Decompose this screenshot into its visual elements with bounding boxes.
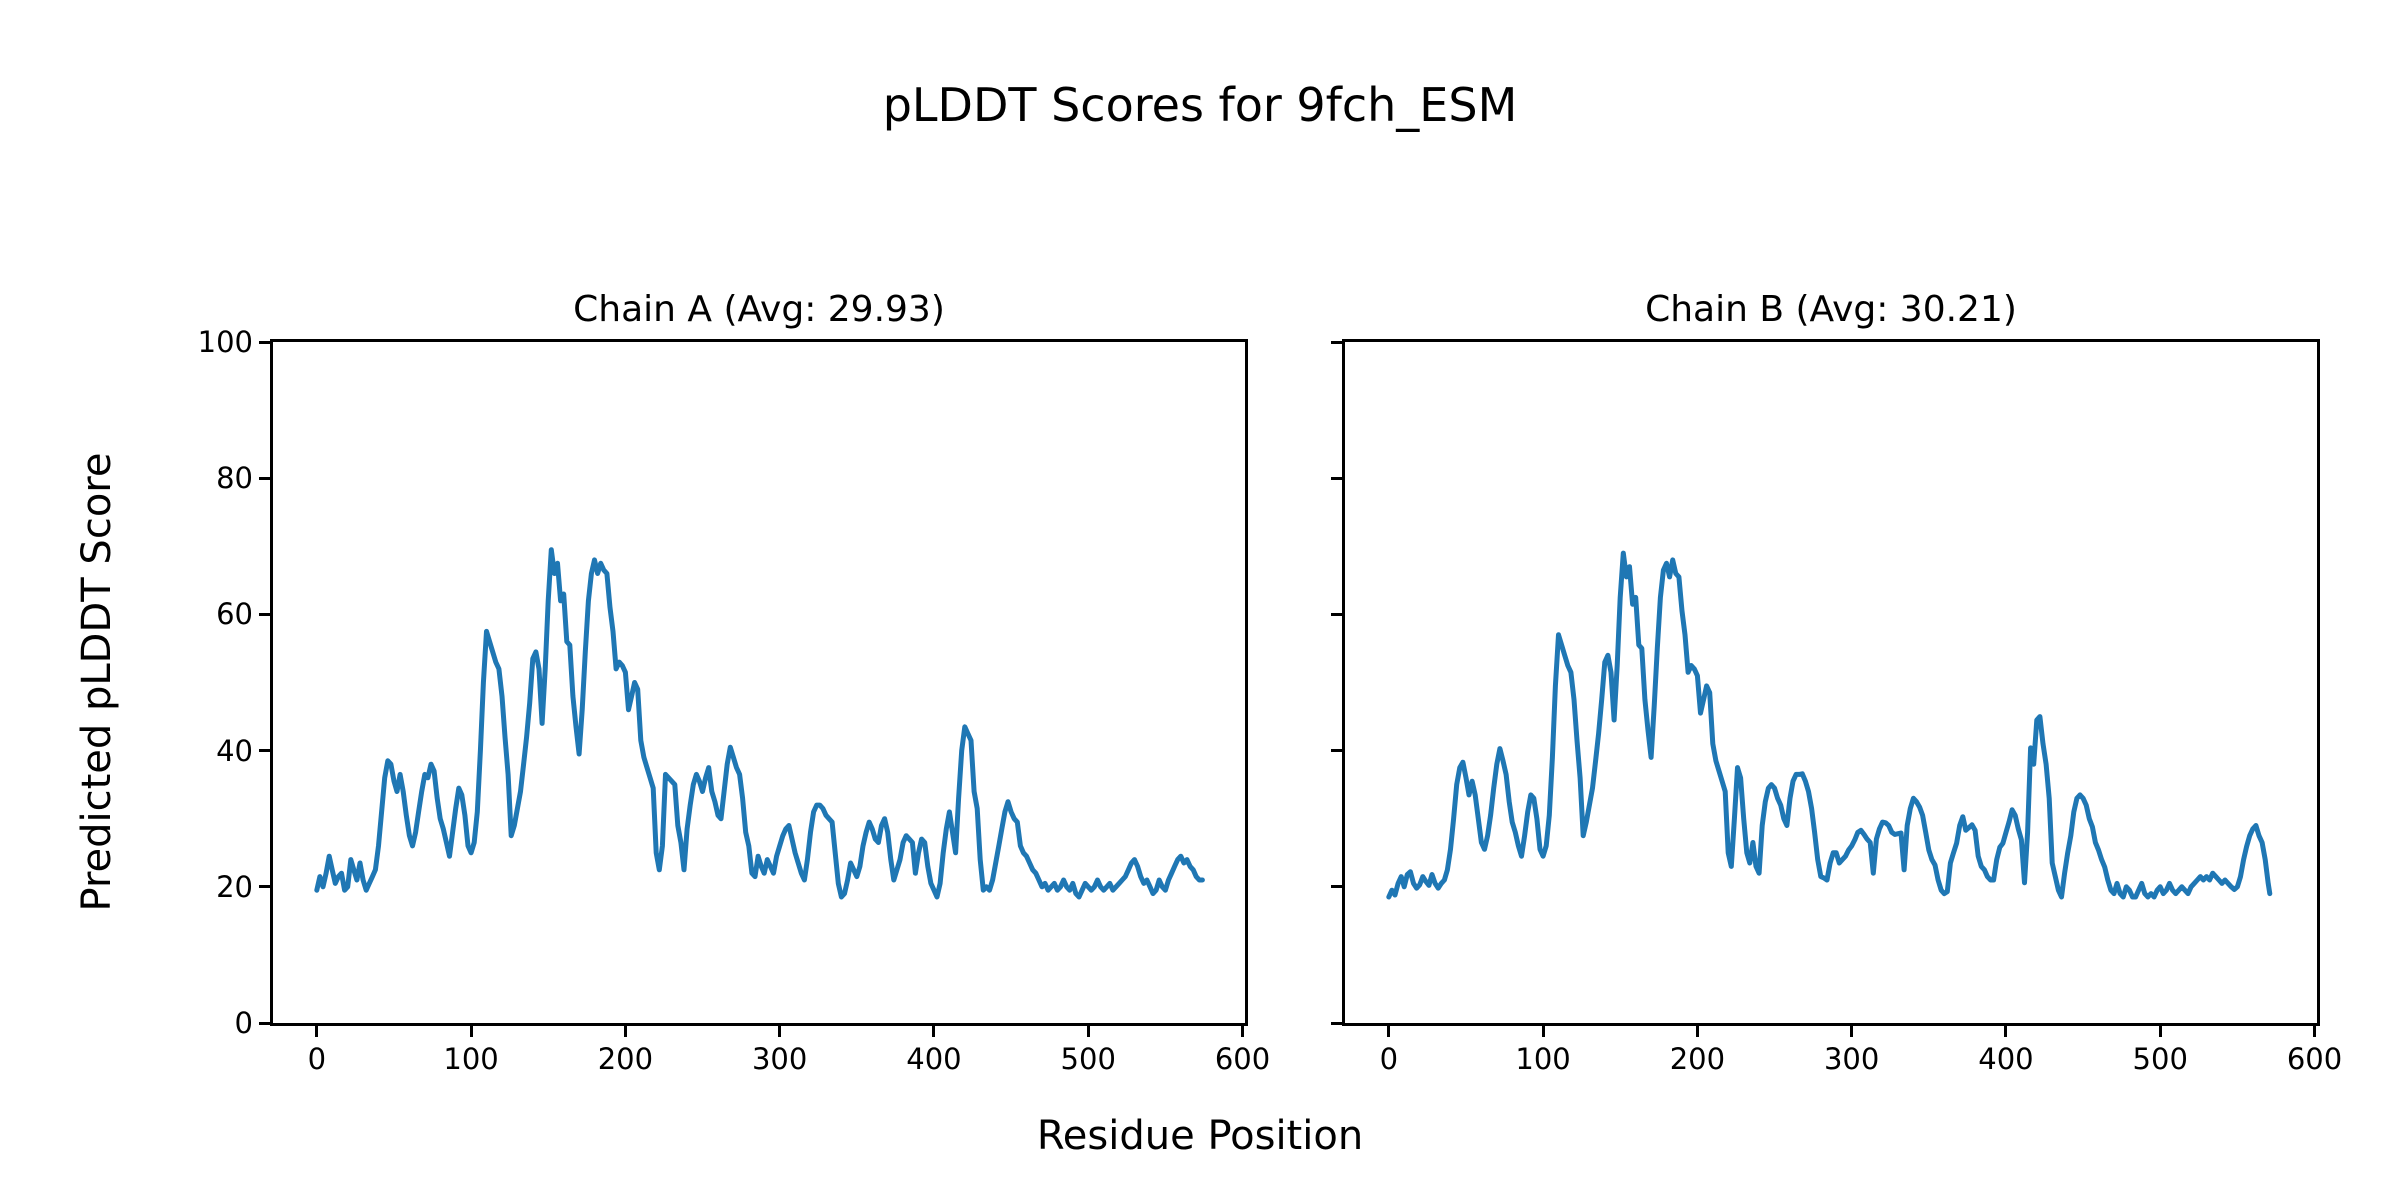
y-tick-label: 0: [234, 1006, 253, 1040]
y-axis-label: Predicted pLDDT Score: [74, 452, 120, 912]
x-tick-label: 200: [1669, 1042, 1726, 1076]
subplot-title-chain-b: Chain B (Avg: 30.21): [1645, 289, 2017, 330]
y-tick-mark: [1331, 749, 1342, 753]
y-tick-mark: [259, 612, 270, 616]
x-tick-label: 600: [1214, 1042, 1271, 1076]
x-tick-label: 0: [307, 1042, 327, 1076]
y-tick-label: 100: [197, 325, 253, 359]
x-tick-mark: [1850, 1026, 1854, 1037]
subplot-title-chain-a: Chain A (Avg: 29.93): [573, 289, 945, 330]
plddt-line: [314, 547, 1205, 900]
x-tick-mark: [1387, 1026, 1391, 1037]
x-tick-mark: [932, 1026, 936, 1037]
y-tick-mark: [259, 476, 270, 480]
x-axis-label: Residue Position: [1036, 1113, 1364, 1159]
x-tick-mark: [2158, 1026, 2162, 1037]
x-tick-mark: [778, 1026, 782, 1037]
y-tick-label: 40: [216, 733, 253, 768]
plddt-line: [1386, 550, 2273, 900]
y-tick-label: 20: [216, 869, 253, 904]
x-tick-label: 500: [1060, 1042, 1116, 1076]
x-tick-label: 0: [1379, 1042, 1399, 1076]
y-tick-mark: [1331, 1021, 1342, 1025]
y-tick-mark: [1331, 476, 1342, 480]
x-tick-label: 300: [1823, 1042, 1880, 1076]
x-tick-label: 400: [1978, 1042, 2034, 1076]
x-tick-label: 100: [443, 1042, 499, 1076]
plddt-line-chart-b: [1386, 550, 2273, 900]
figure-title: pLDDT Scores for 9fch_ESM: [882, 78, 1518, 132]
x-tick-mark: [1086, 1026, 1090, 1037]
x-tick-mark: [2004, 1026, 2008, 1037]
x-tick-label: 600: [2286, 1042, 2343, 1076]
x-tick-mark: [1695, 1026, 1699, 1037]
plot-frame-chain-b: [1342, 339, 2320, 1026]
x-tick-label: 100: [1515, 1042, 1571, 1076]
y-tick-mark: [259, 749, 270, 753]
x-tick-mark: [1541, 1026, 1545, 1037]
plddt-line-chart-a: [314, 547, 1205, 900]
x-tick-label: 500: [2132, 1042, 2188, 1076]
y-tick-label: 80: [216, 461, 253, 496]
x-tick-mark: [623, 1026, 627, 1037]
y-tick-mark: [259, 885, 270, 889]
subplot-chain-b: Chain B (Avg: 30.21) 0 100 200 300 400 500 600: [1331, 289, 2342, 1076]
y-tick-mark: [259, 1021, 270, 1025]
y-tick-mark: [259, 340, 270, 344]
plot-frame-chain-a: [270, 339, 1248, 1026]
subplot-chain-a: Chain A (Avg: 29.93) 0 100 200 300 400 500 600…: [198, 289, 1271, 1076]
x-tick-label: 200: [597, 1042, 654, 1076]
x-tick-mark: [315, 1026, 319, 1037]
y-tick-mark: [1331, 340, 1342, 344]
y-tick-mark: [1331, 612, 1342, 616]
x-tick-label: 300: [751, 1042, 808, 1076]
y-tick-label: 60: [216, 597, 253, 632]
y-tick-mark: [1331, 885, 1342, 889]
x-tick-mark: [2313, 1026, 2317, 1037]
x-tick-mark: [1241, 1026, 1245, 1037]
x-tick-label: 400: [906, 1042, 962, 1076]
x-tick-mark: [469, 1026, 473, 1037]
